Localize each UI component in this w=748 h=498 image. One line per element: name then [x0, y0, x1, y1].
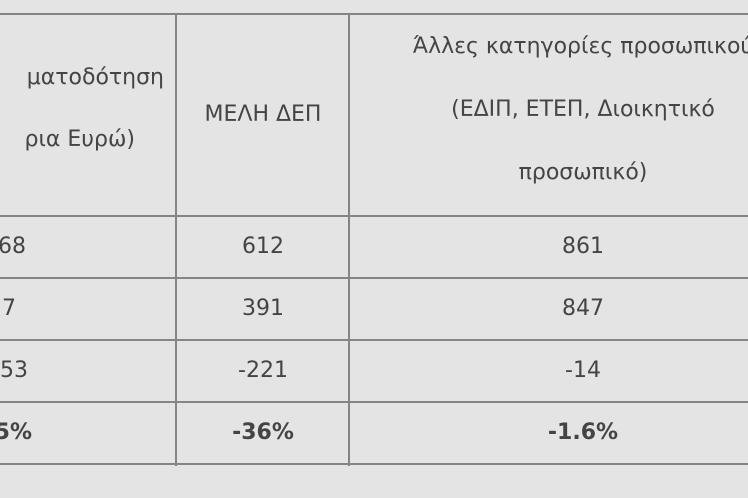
- header-faculty: ΜΕΛΗ ΔΕΠ: [204, 102, 322, 127]
- column-divider: [175, 14, 177, 466]
- cell: 847: [562, 296, 604, 321]
- cell: 7: [2, 296, 16, 321]
- cell: 68: [0, 234, 26, 259]
- cell: 861: [562, 234, 604, 259]
- row-divider: [0, 339, 748, 341]
- cell-total: -36%: [232, 420, 294, 445]
- row-divider: [0, 401, 748, 403]
- row-divider: [0, 215, 748, 217]
- cell: 53: [0, 358, 28, 383]
- cell-total: 5%: [0, 420, 32, 445]
- header-other-staff-line1: Άλλες κατηγορίες προσωπικού: [412, 34, 748, 59]
- cell-total: -1.6%: [547, 420, 619, 445]
- row-divider: [0, 277, 748, 279]
- table-border-bottom: [0, 463, 748, 465]
- cell: -14: [565, 358, 601, 383]
- table-border-top: [0, 13, 748, 15]
- header-other-staff-line3: προσωπικό): [518, 160, 648, 185]
- header-funding-line2: ρια Ευρώ): [24, 127, 135, 152]
- cell: 612: [242, 234, 284, 259]
- cell: -221: [238, 358, 288, 383]
- column-divider: [348, 14, 350, 466]
- cell: 391: [242, 296, 284, 321]
- header-funding-line1: ματοδότηση: [26, 65, 164, 90]
- header-other-staff-line2: (ΕΔΙΠ, ΕΤΕΠ, Διοικητικό: [451, 97, 715, 122]
